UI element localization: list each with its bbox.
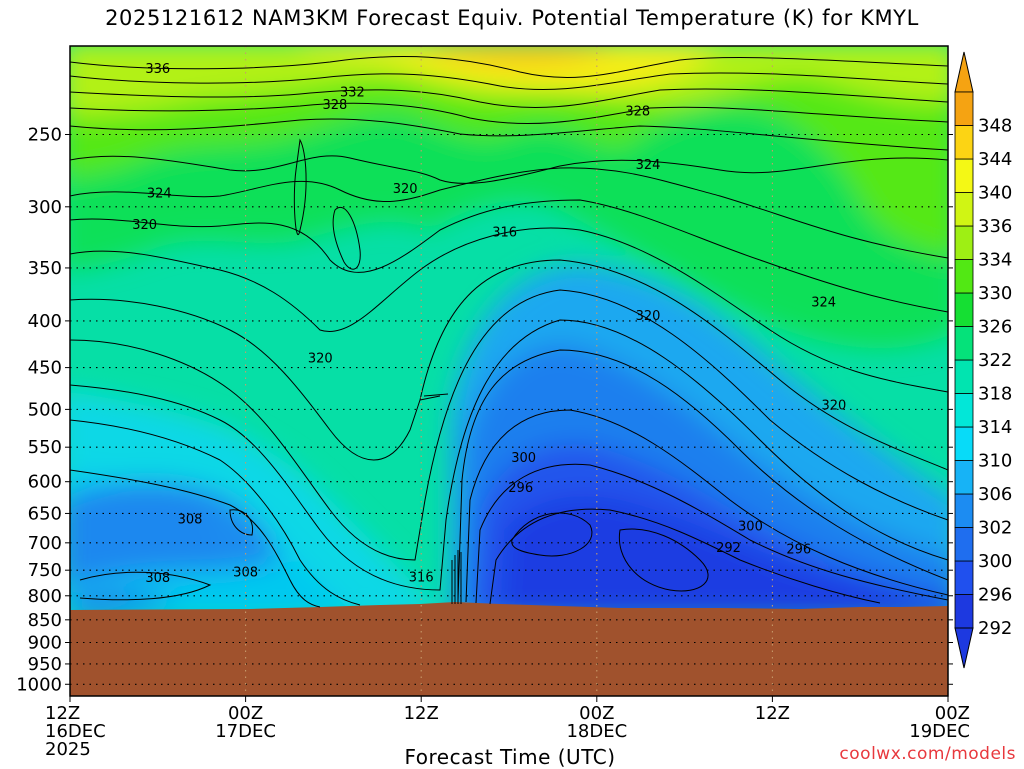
x-tick-label: 12Z: [755, 703, 790, 724]
terrain-fill: [70, 602, 948, 696]
colorbar-label: 334: [978, 250, 1012, 271]
colorbar-label: 326: [978, 317, 1012, 338]
y-tick-label: 400: [28, 311, 62, 332]
y-tick-label: 650: [28, 503, 62, 524]
colorbar-swatch: [954, 493, 974, 528]
colorbar-swatch: [954, 359, 974, 394]
colorbar-label: 318: [978, 384, 1012, 405]
x-tick-label: 00Z: [579, 703, 614, 724]
contour-label: 336: [145, 62, 170, 77]
colorbar-swatch: [954, 91, 974, 126]
colorbar-swatch: [954, 192, 974, 227]
contour-label: 324: [636, 158, 661, 173]
plot-frame: [69, 45, 949, 697]
contour-label: 332: [340, 86, 365, 101]
colorbar-arrow-bottom: [954, 627, 974, 669]
x-tick-label: 12Z: [404, 703, 439, 724]
contour-label: 316: [409, 571, 434, 586]
colorbar: 292 296 300 302 306 310 314 318 322 326 330 334 336 3…: [954, 51, 1012, 669]
contour-label: 300: [738, 520, 763, 535]
colorbar-swatch: [954, 426, 974, 461]
colorbar-swatch: [954, 125, 974, 160]
contour-label: 324: [811, 296, 836, 311]
y-tick-label: 600: [28, 472, 62, 493]
y-tick-label: 1000: [16, 674, 62, 695]
y-tick-label: 950: [28, 654, 62, 675]
credit-link[interactable]: coolwx.com/models: [839, 744, 1016, 764]
contour-label: 320: [308, 352, 333, 367]
x-tick-label: 12Z: [45, 703, 80, 724]
colorbar-label: 336: [978, 216, 1012, 237]
x-tick-label: 19DEC: [909, 721, 970, 742]
colorbar-label: 314: [978, 417, 1012, 438]
colorbar-swatch: [954, 527, 974, 562]
colorbar-label: 306: [978, 484, 1012, 505]
x-axis-title: Forecast Time (UTC): [404, 745, 616, 769]
contour-label: 296: [508, 481, 533, 496]
colorbar-label: 296: [978, 585, 1012, 606]
y-tick-label: 850: [28, 610, 62, 631]
grid-lines: [70, 46, 948, 696]
y-tick-label: 750: [28, 560, 62, 581]
colorbar-swatch: [954, 326, 974, 361]
contour-label: 320: [821, 398, 846, 413]
x-tick-label: 17DEC: [215, 721, 276, 742]
contour-label: 308: [145, 571, 170, 586]
contour-label: 328: [625, 105, 650, 120]
y-tick-label: 350: [28, 258, 62, 279]
y-axis: 2503003504004505005506006507007508008509…: [16, 124, 953, 695]
colorbar-label: 310: [978, 451, 1012, 472]
x-tick-label: 18DEC: [566, 721, 627, 742]
colorbar-swatch: [954, 225, 974, 260]
y-tick-label: 300: [28, 197, 62, 218]
contour-label: 320: [393, 182, 418, 197]
colorbar-swatch: [954, 259, 974, 294]
colorbar-arrow-top: [954, 51, 974, 93]
colorbar-swatch: [954, 560, 974, 595]
contour-label: 324: [147, 186, 172, 201]
contour-label: 308: [178, 512, 203, 527]
contour-label: 320: [636, 309, 661, 324]
x-tick-label: 16DEC: [45, 721, 106, 742]
y-tick-label: 700: [28, 533, 62, 554]
colorbar-label: 348: [978, 116, 1012, 137]
colorbar-swatch: [954, 158, 974, 193]
contour-label: 320: [132, 218, 157, 233]
contour-label: 296: [786, 543, 811, 558]
y-tick-label: 800: [28, 586, 62, 607]
colorbar-label: 344: [978, 149, 1012, 170]
contour-label: 292: [716, 541, 741, 556]
colorbar-swatch: [954, 292, 974, 327]
contour-label: 308: [233, 565, 258, 580]
colorbar-label: 330: [978, 283, 1012, 304]
colorbar-swatch: [954, 393, 974, 428]
contour-label: 328: [322, 98, 347, 113]
contour-label: 300: [511, 451, 536, 466]
y-tick-label: 450: [28, 358, 62, 379]
colorbar-label: 302: [978, 518, 1012, 539]
colorbar-swatch: [954, 594, 974, 629]
contour-label: 316: [492, 225, 517, 240]
y-tick-label: 250: [28, 124, 62, 145]
y-tick-label: 550: [28, 437, 62, 458]
colorbar-label: 322: [978, 350, 1012, 371]
colorbar-label: 292: [978, 618, 1012, 639]
x-tick-label: 2025: [45, 739, 91, 760]
x-tick-label: 00Z: [228, 703, 263, 724]
y-tick-label: 500: [28, 399, 62, 420]
colorbar-swatch: [954, 460, 974, 495]
y-tick-label: 900: [28, 632, 62, 653]
chart-title: 2025121612 NAM3KM Forecast Equiv. Potent…: [105, 6, 919, 30]
colorbar-label: 300: [978, 551, 1012, 572]
x-tick-label: 00Z: [935, 703, 970, 724]
colorbar-label: 340: [978, 183, 1012, 204]
